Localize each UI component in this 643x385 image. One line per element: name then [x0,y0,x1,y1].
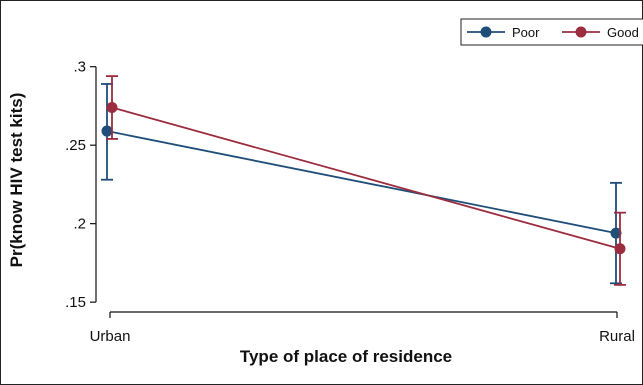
x-tick-label: Rural [599,328,635,345]
series-layer [101,75,626,286]
x-axis-title: Type of place of residence [240,347,452,366]
x-tick-label: Urban [90,328,131,345]
data-point [101,125,113,137]
y-axis-title: Pr(know HIV test kits) [7,93,26,268]
legend-label: Good [607,25,639,40]
series-line [106,130,617,234]
y-tick-label: .25 [65,137,86,154]
series-line [111,106,621,250]
y-tick-label: .2 [73,216,86,233]
series-good [106,75,626,286]
data-point [106,102,118,114]
y-tick-label: .15 [65,294,86,311]
legend-box [460,18,643,46]
legend-marker [575,26,587,38]
y-axis: .15 .2 .25 .3 [65,59,97,311]
legend-marker [480,26,492,38]
x-axis: Urban Rural [90,311,635,345]
legend: Poor Good [460,18,643,46]
series-poor [101,83,622,285]
data-point [610,227,622,239]
y-tick-label: .3 [73,59,86,76]
data-point [614,243,626,255]
legend-label: Poor [512,25,540,40]
